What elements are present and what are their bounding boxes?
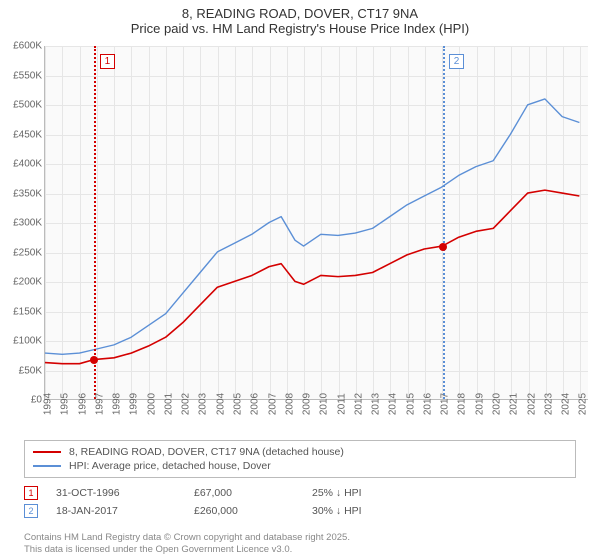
x-axis-tick: 2017 <box>440 393 451 415</box>
sale-row: 2 18-JAN-2017 £260,000 30% ↓ HPI <box>24 502 576 520</box>
x-axis-tick: 2013 <box>371 393 382 415</box>
sale-row: 1 31-OCT-1996 £67,000 25% ↓ HPI <box>24 484 576 502</box>
x-axis-tick: 1996 <box>77 393 88 415</box>
x-axis-tick: 2019 <box>474 393 485 415</box>
attribution-text: Contains HM Land Registry data © Crown c… <box>24 532 350 556</box>
x-axis-tick: 2016 <box>422 393 433 415</box>
x-axis-tick: 2005 <box>232 393 243 415</box>
sale-row-marker: 1 <box>24 486 38 500</box>
legend-swatch <box>33 451 61 453</box>
chart-plot-area: 12 <box>44 46 588 400</box>
sale-point-dot <box>90 356 98 364</box>
x-axis-tick: 2007 <box>267 393 278 415</box>
y-axis-tick: £500K <box>2 100 42 111</box>
y-axis-tick: £550K <box>2 70 42 81</box>
x-axis-tick: 2009 <box>302 393 313 415</box>
y-axis-tick: £150K <box>2 306 42 317</box>
sale-date: 31-OCT-1996 <box>56 487 176 499</box>
x-axis-tick: 2023 <box>543 393 554 415</box>
x-axis-tick: 2002 <box>181 393 192 415</box>
sale-point-dot <box>439 243 447 251</box>
legend-label: HPI: Average price, detached house, Dove… <box>69 460 271 472</box>
y-axis-tick: £50K <box>2 365 42 376</box>
sale-marker-box: 1 <box>100 54 115 69</box>
y-axis-tick: £400K <box>2 159 42 170</box>
series-line-price_paid <box>45 190 579 364</box>
y-axis-tick: £450K <box>2 129 42 140</box>
x-axis-tick: 2001 <box>163 393 174 415</box>
sale-row-marker: 2 <box>24 504 38 518</box>
chart-title-address: 8, READING ROAD, DOVER, CT17 9NA <box>0 6 600 21</box>
x-axis-tick: 1998 <box>112 393 123 415</box>
sale-marker-line <box>443 46 445 399</box>
x-axis-tick: 2010 <box>319 393 330 415</box>
x-axis-tick: 1995 <box>60 393 71 415</box>
attribution-line2: This data is licensed under the Open Gov… <box>24 544 350 556</box>
chart-title-sub: Price paid vs. HM Land Registry's House … <box>0 21 600 36</box>
y-axis-tick: £250K <box>2 247 42 258</box>
y-axis-tick: £100K <box>2 336 42 347</box>
legend-label: 8, READING ROAD, DOVER, CT17 9NA (detach… <box>69 446 344 458</box>
sale-price: £67,000 <box>194 487 294 499</box>
x-axis-tick: 2024 <box>561 393 572 415</box>
sale-delta: 25% ↓ HPI <box>312 487 362 499</box>
x-axis-tick: 2020 <box>492 393 503 415</box>
x-axis-tick: 2000 <box>146 393 157 415</box>
x-axis-tick: 2015 <box>405 393 416 415</box>
x-axis-tick: 2021 <box>509 393 520 415</box>
x-axis-tick: 2006 <box>250 393 261 415</box>
series-line-hpi <box>45 99 579 354</box>
x-axis-tick: 2008 <box>284 393 295 415</box>
legend-swatch <box>33 465 61 467</box>
legend-item: 8, READING ROAD, DOVER, CT17 9NA (detach… <box>33 445 567 459</box>
sale-delta: 30% ↓ HPI <box>312 505 362 517</box>
attribution-line1: Contains HM Land Registry data © Crown c… <box>24 532 350 544</box>
y-axis-tick: £600K <box>2 41 42 52</box>
sale-date: 18-JAN-2017 <box>56 505 176 517</box>
x-axis-tick: 2022 <box>526 393 537 415</box>
y-axis-tick: £200K <box>2 277 42 288</box>
y-axis-tick: £350K <box>2 188 42 199</box>
x-axis-tick: 2025 <box>578 393 589 415</box>
x-axis-tick: 2003 <box>198 393 209 415</box>
sale-marker-line <box>94 46 96 399</box>
x-axis-tick: 1999 <box>129 393 140 415</box>
x-axis-tick: 2012 <box>353 393 364 415</box>
x-axis-tick: 1997 <box>94 393 105 415</box>
x-axis-tick: 2011 <box>336 393 347 415</box>
y-axis-tick: £300K <box>2 218 42 229</box>
x-axis-tick: 2004 <box>215 393 226 415</box>
sale-marker-box: 2 <box>449 54 464 69</box>
sales-table: 1 31-OCT-1996 £67,000 25% ↓ HPI 2 18-JAN-2017… <box>24 484 576 520</box>
x-axis-tick: 2018 <box>457 393 468 415</box>
sale-price: £260,000 <box>194 505 294 517</box>
x-axis-tick: 2014 <box>388 393 399 415</box>
legend-item: HPI: Average price, detached house, Dove… <box>33 459 567 473</box>
y-axis-tick: £0 <box>2 395 42 406</box>
chart-legend: 8, READING ROAD, DOVER, CT17 9NA (detach… <box>24 440 576 478</box>
x-axis-tick: 1994 <box>43 393 54 415</box>
